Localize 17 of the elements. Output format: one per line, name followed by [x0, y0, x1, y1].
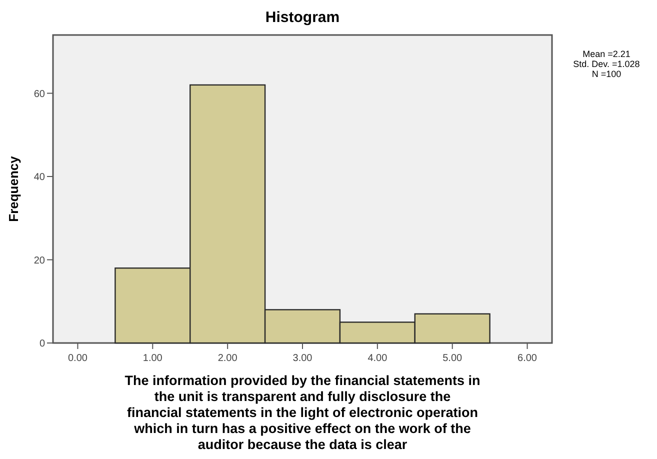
x-tick-label: 6.00 — [518, 353, 538, 364]
y-tick-label: 20 — [34, 255, 46, 266]
x-tick-label: 4.00 — [368, 353, 388, 364]
x-tick-label: 1.00 — [142, 353, 163, 364]
y-tick-label: 0 — [39, 338, 46, 350]
x-tick-label: 2.00 — [218, 353, 238, 364]
y-axis-title: Frequency — [6, 155, 21, 222]
y-tick-label: 40 — [34, 172, 46, 184]
text: Mean =2.21 — [582, 49, 630, 59]
text: N =100 — [592, 69, 622, 79]
x-axis-title: The information provided by the financial statements in the unit is transparent and fully disclosure the financial statements in the light of electronic operation which in turn has a positive effect on the work of the auditor because the data is clear — [124, 373, 480, 452]
x-tick-label: 3.00 — [292, 353, 313, 364]
chart-title: Histogram — [265, 9, 340, 26]
x-tick-label: 0.00 — [68, 353, 88, 364]
text: Std. Dev. =1.028 — [573, 59, 640, 69]
y-tick-label: 60 — [34, 88, 46, 100]
x-tick-label: 5.00 — [442, 353, 463, 364]
